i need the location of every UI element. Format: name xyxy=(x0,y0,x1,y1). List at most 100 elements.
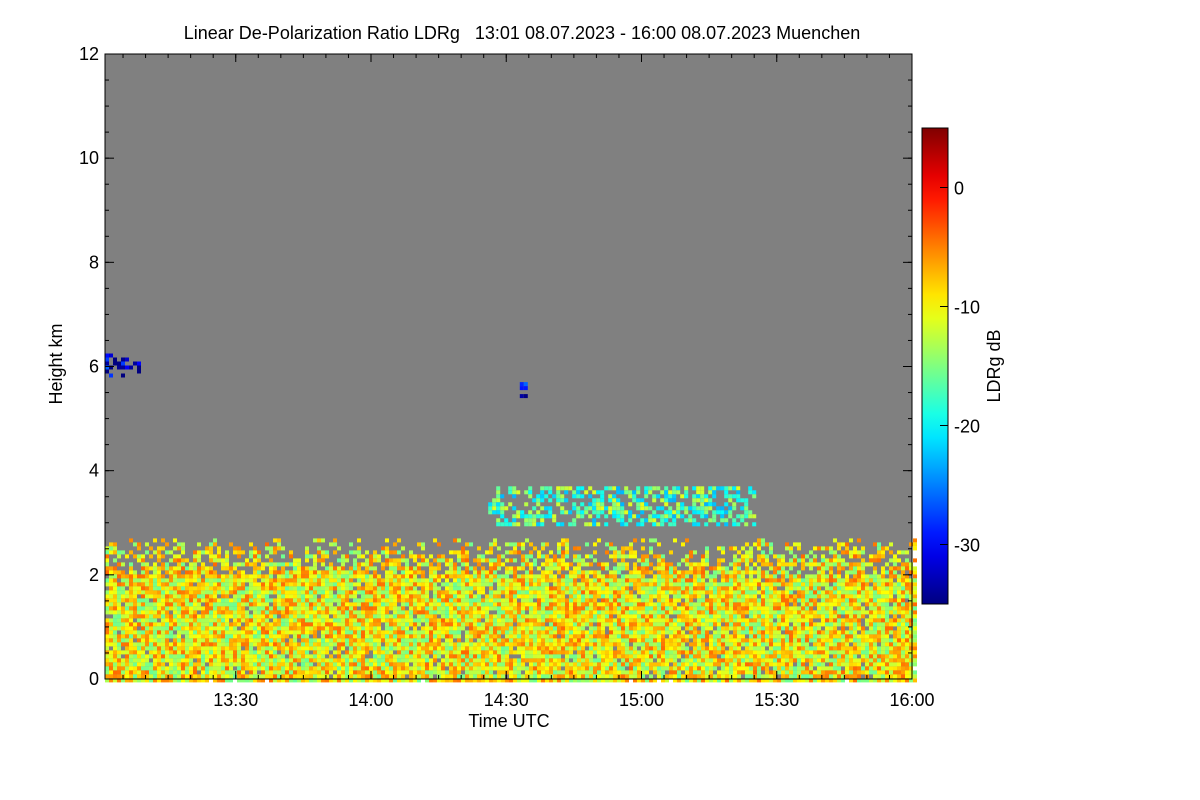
heatmap-cell xyxy=(253,586,257,591)
heatmap-cell xyxy=(741,570,745,575)
heatmap-cell xyxy=(593,634,597,639)
heatmap-cell xyxy=(317,638,321,643)
heatmap-cell xyxy=(173,642,177,647)
heatmap-cell xyxy=(337,650,341,655)
heatmap-cell xyxy=(449,606,453,611)
heatmap-cell xyxy=(665,578,669,583)
heatmap-cell xyxy=(601,654,605,659)
heatmap-cell xyxy=(261,594,265,599)
heatmap-cell xyxy=(169,658,173,663)
heatmap-cell xyxy=(841,578,845,583)
heatmap-cell xyxy=(125,606,129,611)
heatmap-cell xyxy=(433,538,437,543)
heatmap-cell xyxy=(669,646,673,651)
heatmap-cell xyxy=(249,638,253,643)
heatmap-cell xyxy=(189,598,193,603)
heatmap-cell xyxy=(721,570,725,575)
heatmap-cell xyxy=(341,618,345,623)
heatmap-cell xyxy=(665,574,669,579)
heatmap-cell xyxy=(589,594,593,599)
heatmap-cell xyxy=(357,642,361,647)
heatmap-cell xyxy=(413,574,417,579)
heatmap-cell xyxy=(785,634,789,639)
heatmap-cell xyxy=(629,626,633,631)
heatmap-cell xyxy=(813,586,817,591)
heatmap-cell xyxy=(285,562,289,567)
heatmap-cell xyxy=(681,642,685,647)
heatmap-cell xyxy=(677,570,681,575)
heatmap-cell xyxy=(309,570,313,575)
heatmap-cell xyxy=(465,578,469,583)
heatmap-cell xyxy=(453,622,457,627)
heatmap-cell xyxy=(201,610,205,615)
heatmap-cell xyxy=(133,542,137,547)
heatmap-cell xyxy=(149,554,153,559)
heatmap-cell xyxy=(537,630,541,635)
heatmap-cell xyxy=(521,654,525,659)
heatmap-cell xyxy=(785,614,789,619)
heatmap-cell xyxy=(125,646,129,651)
heatmap-cell xyxy=(489,550,493,555)
heatmap-cell xyxy=(289,646,293,651)
heatmap-cell xyxy=(513,614,517,619)
heatmap-cell xyxy=(589,570,593,575)
heatmap-cell xyxy=(249,626,253,631)
heatmap-cell xyxy=(277,622,281,627)
heatmap-cell xyxy=(621,626,625,631)
heatmap-cell xyxy=(613,578,617,583)
heatmap-cell xyxy=(837,574,841,579)
heatmap-cell xyxy=(549,574,553,579)
heatmap-cell xyxy=(485,582,489,587)
heatmap-cell xyxy=(417,650,421,655)
heatmap-cell xyxy=(445,638,449,643)
heatmap-cell xyxy=(377,650,381,655)
heatmap-cell xyxy=(733,590,737,595)
heatmap-cell xyxy=(109,570,113,575)
heatmap-cell xyxy=(693,594,697,599)
heatmap-cell xyxy=(617,646,621,651)
heatmap-cell xyxy=(357,610,361,615)
heatmap-cell xyxy=(317,586,321,591)
heatmap-cell xyxy=(589,618,593,623)
heatmap-cell xyxy=(505,622,509,627)
heatmap-cell xyxy=(365,618,369,623)
heatmap-cell xyxy=(177,546,181,551)
heatmap-cell xyxy=(377,618,381,623)
heatmap-cell xyxy=(569,594,573,599)
heatmap-cell xyxy=(861,558,865,563)
heatmap-cell xyxy=(141,610,145,615)
heatmap-cell xyxy=(213,630,217,635)
heatmap-cell xyxy=(909,622,913,627)
heatmap-cell xyxy=(905,654,909,659)
heatmap-cell xyxy=(849,626,853,631)
heatmap-cell xyxy=(129,562,133,567)
heatmap-cell xyxy=(901,566,905,571)
heatmap-cell xyxy=(165,610,169,615)
heatmap-cell xyxy=(433,566,437,571)
heatmap-cell xyxy=(153,622,157,627)
heatmap-cell xyxy=(741,602,745,607)
heatmap-cell xyxy=(737,606,741,611)
heatmap-cell xyxy=(713,598,717,603)
heatmap-cell xyxy=(509,582,513,587)
heatmap-cell xyxy=(653,642,657,647)
heatmap-cell xyxy=(141,630,145,635)
heatmap-cell xyxy=(497,578,501,583)
heatmap-cell xyxy=(281,578,285,583)
heatmap-cell xyxy=(781,654,785,659)
heatmap-cell xyxy=(865,602,869,607)
heatmap-cell xyxy=(749,626,753,631)
heatmap-cell xyxy=(157,626,161,631)
heatmap-cell xyxy=(649,638,653,643)
heatmap-cell xyxy=(829,566,833,571)
heatmap-cell xyxy=(173,610,177,615)
heatmap-cell xyxy=(869,614,873,619)
heatmap-cell xyxy=(737,586,741,591)
heatmap-cell xyxy=(857,562,861,567)
heatmap-cell xyxy=(813,654,817,659)
heatmap-cell xyxy=(889,574,893,579)
heatmap-cell xyxy=(901,562,905,567)
heatmap-cell xyxy=(273,586,277,591)
heatmap-cell xyxy=(345,610,349,615)
heatmap-cell xyxy=(389,574,393,579)
